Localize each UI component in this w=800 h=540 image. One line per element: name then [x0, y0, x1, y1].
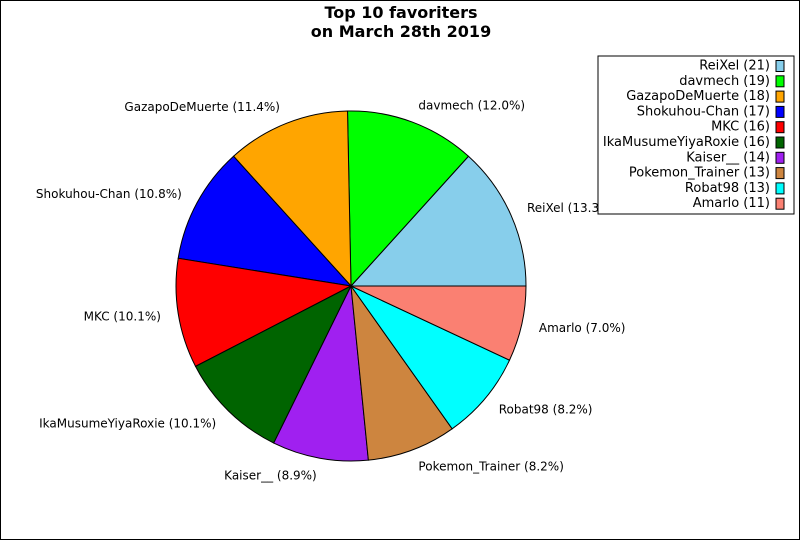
- slice-label-mkc: MKC (10.1%): [84, 309, 161, 323]
- legend-label-shokuhou-chan: Shokuhou-Chan (17): [637, 104, 770, 119]
- legend-label-davmech: davmech (19): [679, 74, 770, 89]
- legend-swatch-kaiser: [775, 151, 785, 164]
- slice-label-kaiser: Kaiser__ (8.9%): [224, 468, 317, 482]
- pie-slice-mkc: [175, 257, 353, 368]
- pie-slice-reixel: [349, 155, 527, 287]
- slice-label-amarlo: Amarlo (7.0%): [539, 321, 626, 335]
- slice-label-davmech: davmech (12.0%): [418, 99, 525, 113]
- legend-swatch-mkc: [775, 121, 785, 134]
- legend-swatch-gazapodemuerte: [775, 90, 785, 103]
- legend-swatch-shokuhou-chan: [775, 105, 785, 118]
- pie-slice-pokemon-trainer: [350, 284, 453, 461]
- legend-box: [597, 55, 795, 215]
- pie-slice-shokuhou-chan: [177, 155, 353, 287]
- legend-label-gazapodemuerte: GazapoDeMuerte (18): [626, 89, 770, 104]
- pie-slice-davmech: [347, 110, 470, 288]
- pie-slice-kaiser: [273, 284, 369, 462]
- slice-label-robat98: Robat98 (8.2%): [499, 402, 593, 416]
- pie-slice-labels: ReiXel (13.3%) davmech (12.0%) GazapoDeMue…: [36, 99, 626, 483]
- pie-slice-gazapodemuerte: [232, 110, 352, 288]
- pie-slice-amarlo: [350, 285, 527, 361]
- slice-label-ikamusumeyiyaroxie: IkaMusumeYiyaRoxie (10.1%): [39, 416, 216, 430]
- legend-label-ikamusumeyiyaroxie: IkaMusumeYiyaRoxie (16): [603, 135, 770, 150]
- legend-swatch-davmech: [775, 75, 785, 88]
- slice-label-reixel: ReiXel (13.3%): [527, 201, 615, 215]
- legend-label-amarlo: Amarlo (11): [693, 196, 770, 211]
- pie-slice-ikamusumeyiyaroxie: [194, 284, 353, 444]
- legend-swatch-ikamusumeyiyaroxie: [775, 136, 785, 149]
- legend-swatch-pokemon-trainer: [775, 167, 785, 180]
- legend-swatch-robat98: [775, 182, 785, 195]
- legend-items: ReiXel (21)davmech (19)GazapoDeMuerte (1…: [603, 59, 785, 211]
- legend-label-robat98: Robat98 (13): [685, 181, 770, 196]
- chart-subtitle: on March 28th 2019: [311, 22, 491, 41]
- slice-label-pokemon-trainer: Pokemon_Trainer (8.2%): [418, 459, 563, 473]
- chart-title: Top 10 favoriters: [324, 3, 477, 22]
- legend-swatch-reixel: [775, 60, 785, 72]
- pie-slices: [175, 110, 527, 462]
- legend-label-pokemon-trainer: Pokemon_Trainer (13): [629, 166, 770, 181]
- legend-label-mkc: MKC (16): [711, 120, 770, 135]
- slice-label-gazapodemuerte: GazapoDeMuerte (11.4%): [124, 100, 280, 114]
- pie-slice-robat98: [349, 284, 511, 430]
- legend: ReiXel (21)davmech (19)GazapoDeMuerte (1…: [597, 55, 795, 215]
- legend-label-kaiser: Kaiser__ (14): [686, 150, 770, 165]
- legend-label-reixel: ReiXel (21): [699, 59, 770, 74]
- legend-swatch-amarlo: [775, 197, 785, 210]
- slice-label-shokuhou-chan: Shokuhou-Chan (10.8%): [36, 187, 182, 201]
